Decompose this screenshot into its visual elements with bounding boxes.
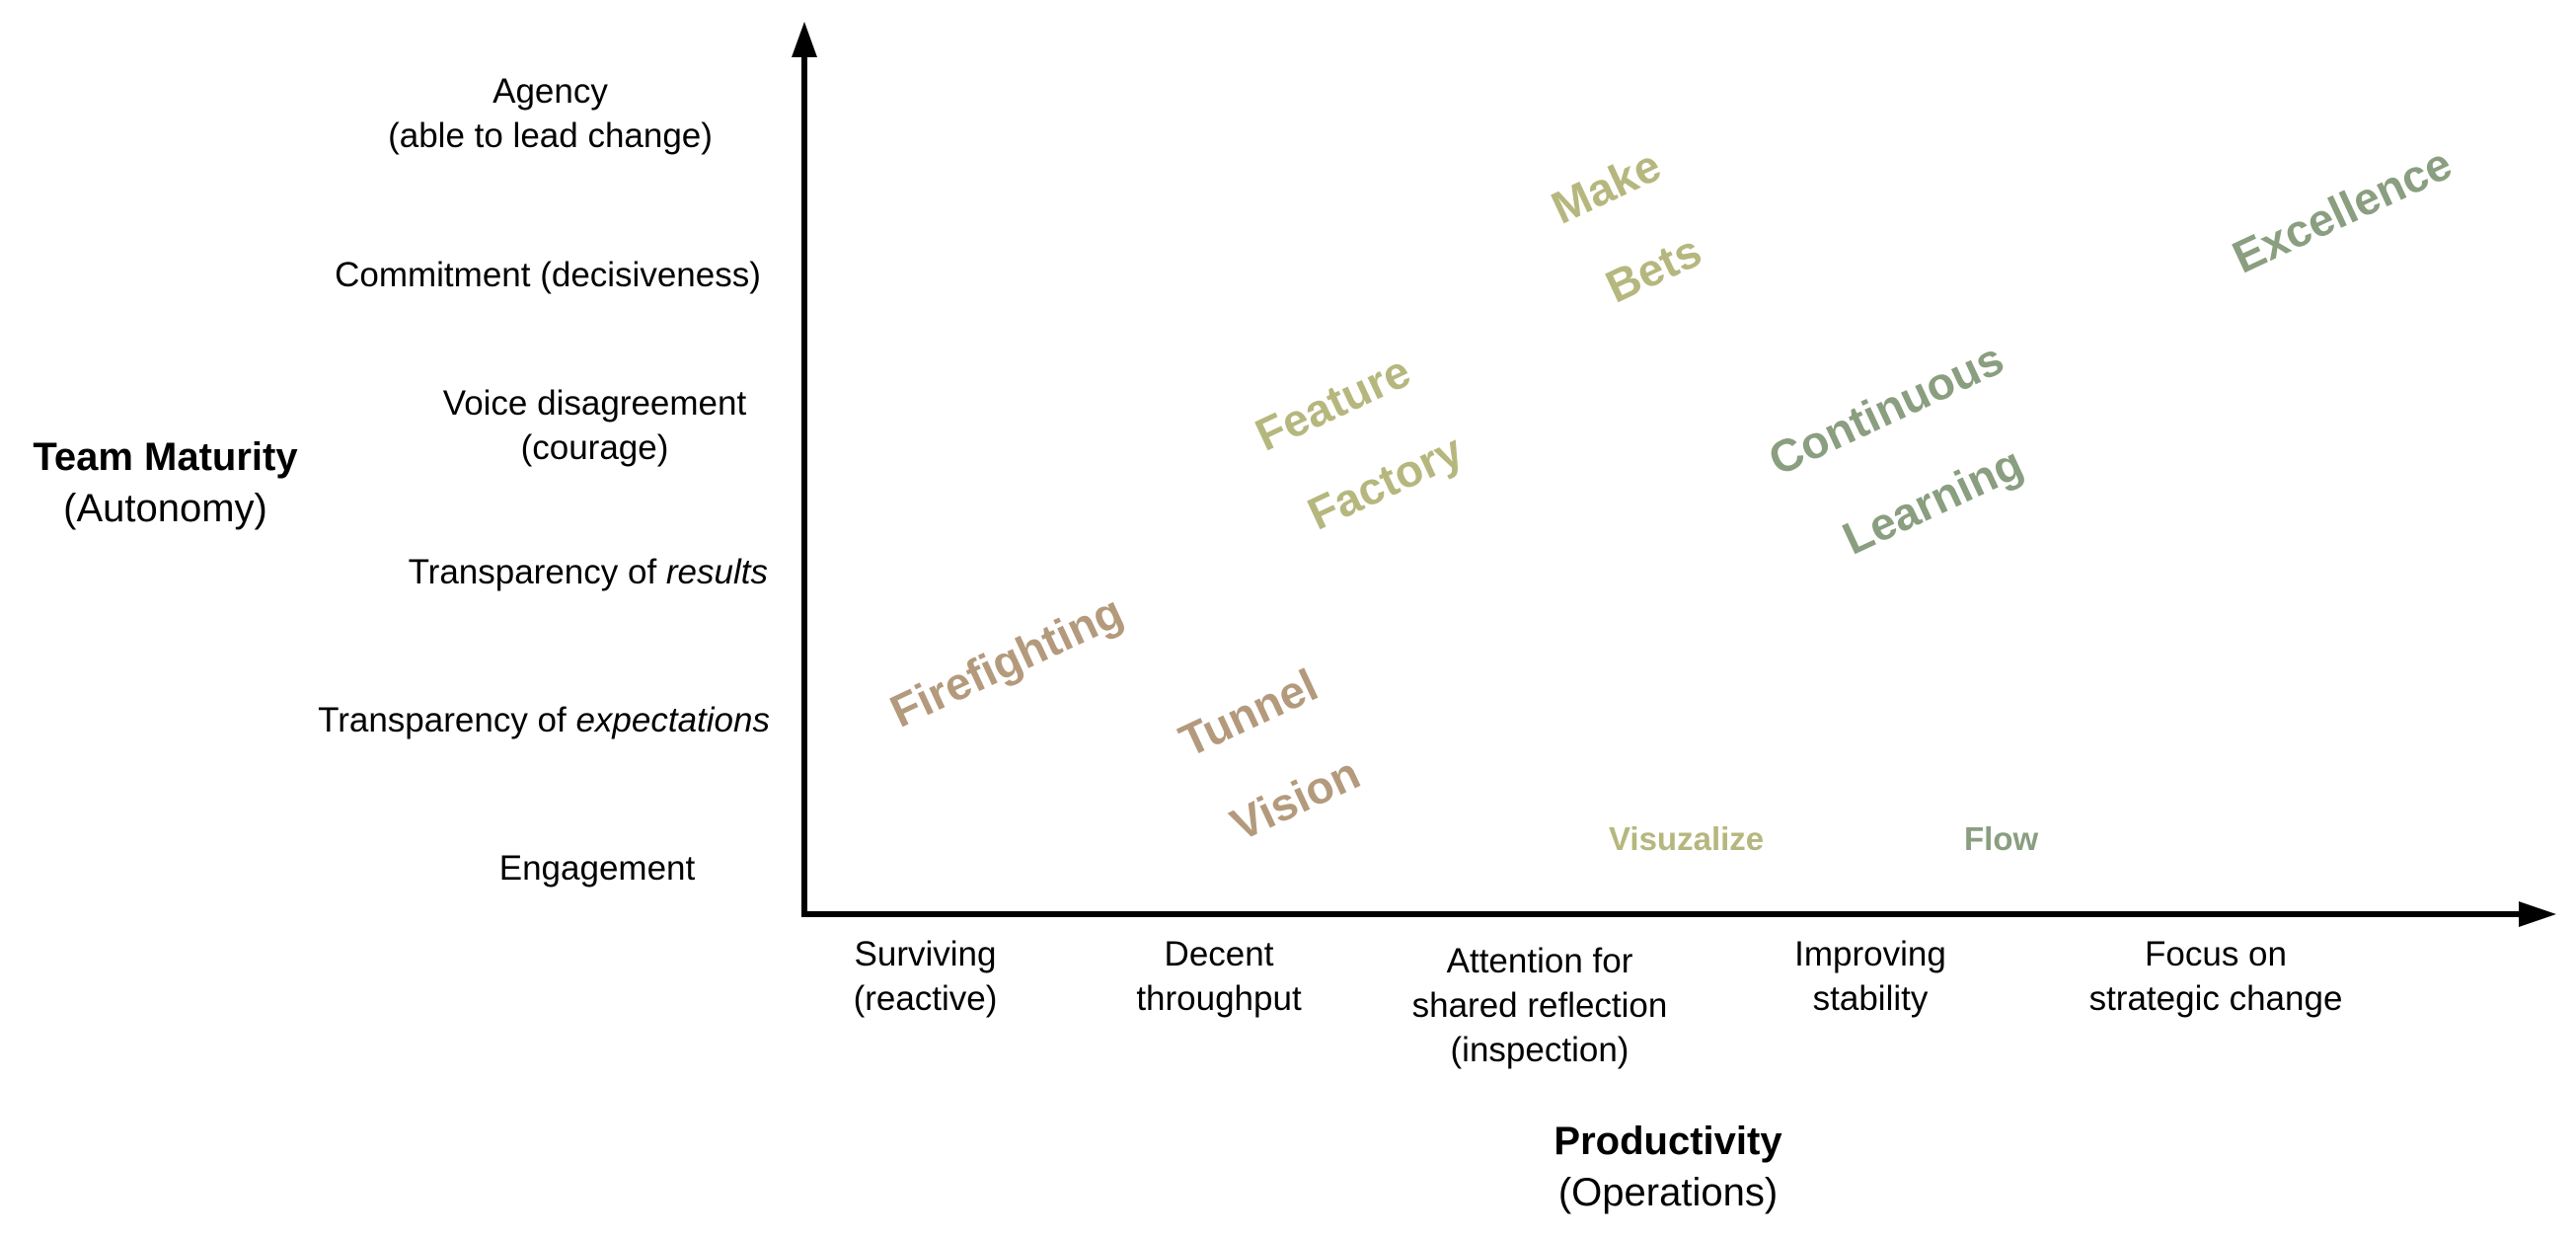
y-axis-arrowhead — [792, 22, 817, 57]
y-axis-title: Team Maturity (Autonomy) — [20, 431, 311, 534]
y-level-voice-disagreement: Voice disagreement (courage) — [442, 384, 747, 467]
x-level-shared-reflection: Attention for shared reflection (inspect… — [1411, 942, 1668, 1069]
y-level-agency: Agency (able to lead change) — [388, 72, 713, 155]
y-level-transparency-results: Transparency of results — [408, 553, 768, 591]
x-level-strategic-change: Focus on strategic change — [2088, 935, 2343, 1018]
x-axis-title-main: Productivity — [1553, 1120, 1782, 1163]
x-level-decent-throughput: Decent throughput — [1136, 935, 1302, 1018]
y-axis-title-sub: (Autonomy) — [63, 487, 267, 530]
x-level-improving-stability: Improving stability — [1794, 935, 1946, 1018]
stage-flow: Flow — [1964, 820, 2039, 857]
y-level-engagement: Engagement — [498, 849, 696, 888]
x-axis-arrowhead — [2519, 901, 2556, 927]
x-axis-title-sub: (Operations) — [1557, 1171, 1779, 1214]
y-level-transparency-expectations: Transparency of expectations — [318, 701, 770, 739]
x-axis-title: Productivity (Operations) — [1461, 1116, 1875, 1218]
y-axis-title-main: Team Maturity — [33, 435, 298, 479]
y-level-commitment: Commitment (decisiveness) — [335, 256, 761, 294]
stage-visualize: Visuzalize — [1609, 820, 1765, 857]
x-level-surviving: Surviving (reactive) — [853, 935, 998, 1018]
